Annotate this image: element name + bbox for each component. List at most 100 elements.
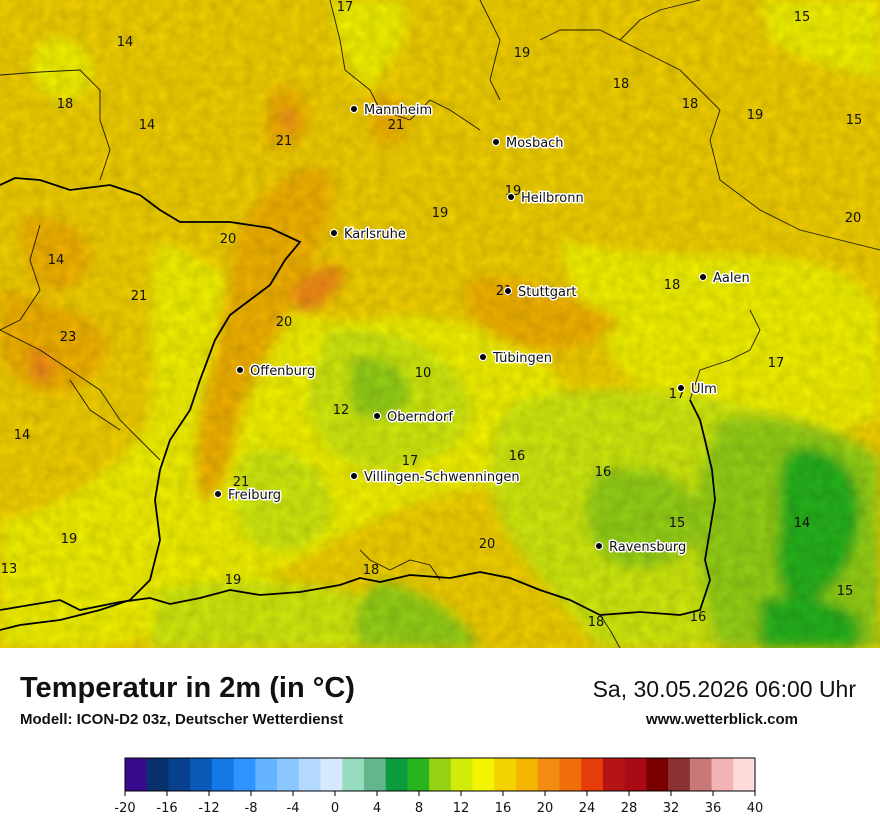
legend-swatch (646, 758, 669, 791)
city-dot (349, 471, 359, 481)
temperature-value: 14 (14, 428, 31, 443)
city-marker: Offenburg (235, 363, 317, 381)
temperature-value: 21 (276, 134, 293, 149)
legend-frame (124, 757, 756, 792)
city-label: Freiburg (228, 488, 281, 503)
city-label: Ulm (691, 382, 717, 397)
legend-swatch (559, 758, 582, 791)
legend-tick-label: 8 (415, 801, 423, 816)
city-label: Heilbronn (521, 191, 584, 206)
legend-swatch (624, 758, 647, 791)
website-link[interactable]: www.wetterblick.com (646, 711, 798, 728)
temperature-value: 19 (514, 46, 531, 61)
borders (0, 177, 716, 631)
legend-swatch (125, 758, 148, 791)
city-dot (491, 137, 501, 147)
temperature-value: 18 (664, 278, 681, 293)
city-dot (698, 272, 708, 282)
legend-tick-label: -16 (156, 801, 177, 816)
legend-swatch (255, 758, 278, 791)
city-label: Mannheim (364, 103, 432, 118)
legend-tick-label: 24 (579, 801, 596, 816)
legend-swatch (190, 758, 213, 791)
temperature-value: 18 (363, 563, 380, 578)
legend-swatch (342, 758, 365, 791)
legend-swatch (429, 758, 452, 791)
temperature-value: 18 (613, 77, 630, 92)
temperature-value: 20 (220, 232, 237, 247)
city-marker: Heilbronn (506, 190, 585, 208)
city-marker: Mannheim (349, 102, 434, 120)
field-texture (0, 0, 880, 648)
legend-tick-label: 0 (331, 801, 339, 816)
temperature-value: 12 (333, 403, 350, 418)
temperature-value: 18 (588, 615, 605, 630)
legend-tick-label: 12 (453, 801, 470, 816)
temperature-value: 21 (233, 475, 250, 490)
temperature-value: 23 (60, 330, 77, 345)
city-label: Ravensburg (609, 540, 686, 555)
city-markers: Mannheim Mosbach Heilbronn Karlsruhe Aalen St… (213, 102, 751, 557)
city-dot (235, 365, 245, 375)
legend-swatch (298, 758, 321, 791)
map-title: Temperatur in 2m (in °C) (20, 672, 355, 704)
legend-tick-label: -4 (287, 801, 300, 816)
legend-swatch (668, 758, 691, 791)
temperature-value: 14 (48, 253, 65, 268)
city-dot (594, 541, 604, 551)
city-label: Mosbach (506, 136, 564, 151)
temperature-value: 19 (61, 532, 78, 547)
legend-swatch (363, 758, 387, 791)
legend-tick-label: -12 (198, 801, 219, 816)
city-marker: Ulm (676, 381, 718, 399)
temperature-value: 18 (57, 97, 74, 112)
legend-swatch (733, 758, 756, 791)
legend-tick-label: 40 (747, 801, 764, 816)
legend-swatch (537, 758, 560, 791)
temperature-value: 15 (837, 584, 854, 599)
legend-swatch (320, 758, 343, 791)
legend-swatch (450, 758, 473, 791)
city-dot (349, 104, 359, 114)
city-dot (213, 489, 223, 499)
city-dot (329, 228, 339, 238)
color-legend: -20 -16 -12 -8 -4 0 4 8 12 16 20 24 28 32 36 40 (114, 756, 775, 822)
temperature-map: 17 14 15 19 18 18 19 15 14 21 21 18 19 19 20 20 14 21 23 20… (0, 0, 880, 648)
temperature-value: 19 (225, 573, 242, 588)
city-marker: Ravensburg (594, 539, 688, 557)
temperature-value: 21 (388, 118, 405, 133)
temperature-value: 16 (509, 449, 526, 464)
temperature-value: 10 (415, 366, 432, 381)
model-info: Modell: ICON-D2 03z, Deutscher Wetterdie… (20, 711, 344, 728)
city-label: Stuttgart (518, 285, 576, 300)
temperature-value: 21 (131, 289, 148, 304)
district-lines (0, 0, 880, 648)
legend-swatch (472, 758, 495, 791)
city-marker: Oberndorf (372, 409, 455, 427)
city-dot (478, 352, 488, 362)
legend-swatch (385, 758, 408, 791)
legend-swatch (168, 758, 191, 791)
legend-tick-label: 36 (705, 801, 722, 816)
map-footer: Temperatur in 2m (in °C) Modell: ICON-D2… (0, 648, 880, 830)
legend-swatch (581, 758, 604, 791)
legend-swatch (277, 758, 300, 791)
temperature-value: 14 (139, 118, 156, 133)
city-dot (676, 383, 686, 393)
temperature-value: 13 (1, 562, 18, 577)
legend-tick-label: 4 (373, 801, 381, 816)
temperature-value: 15 (846, 113, 863, 128)
city-marker: Aalen (698, 270, 751, 288)
legend-swatch (689, 758, 712, 791)
legend-swatch (211, 758, 235, 791)
legend-swatch (233, 758, 256, 791)
city-marker: Mosbach (491, 135, 565, 153)
legend-scale: -20 -16 -12 -8 -4 0 4 8 12 16 20 24 28 32 36 40 (114, 757, 764, 816)
city-label: Karlsruhe (344, 227, 406, 242)
temperature-labels: 17 14 15 19 18 18 19 15 14 21 21 18 19 19 20 20 14 21 23 20… (1, 0, 863, 630)
legend-tick-label: 20 (537, 801, 554, 816)
legend-tick-label: 16 (495, 801, 512, 816)
legend-tick-label: 32 (663, 801, 680, 816)
city-dot (503, 286, 513, 296)
legend-swatch (711, 758, 734, 791)
